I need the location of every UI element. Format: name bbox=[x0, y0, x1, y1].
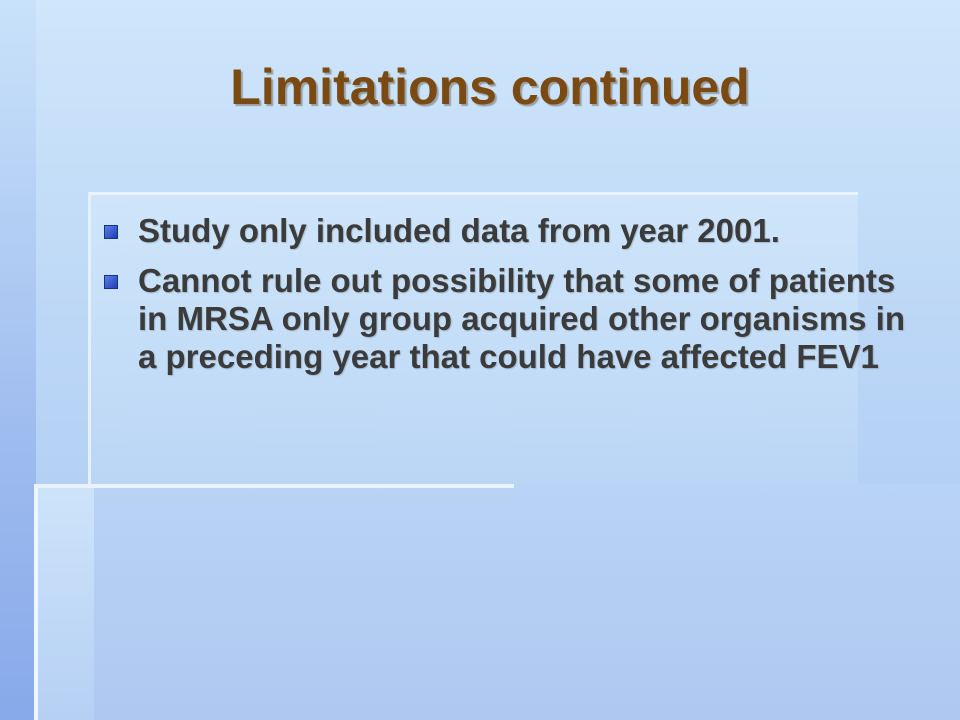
decorative-panel-bottom bbox=[88, 484, 960, 720]
decorative-divider bbox=[34, 484, 514, 488]
bullet-item: Cannot rule out possibility that some of… bbox=[102, 262, 932, 376]
slide-title: Limitations continued bbox=[230, 59, 750, 115]
square-bullet-icon bbox=[104, 275, 118, 289]
bullet-list: Study only included data from year 2001.… bbox=[102, 212, 932, 388]
decorative-panel-content bbox=[88, 192, 858, 487]
decorative-panel-mid bbox=[34, 485, 94, 720]
bullet-text: Study only included data from year 2001. bbox=[138, 212, 780, 249]
bullet-text: Cannot rule out possibility that some of… bbox=[138, 262, 906, 375]
square-bullet-icon bbox=[104, 225, 118, 239]
bullet-item: Study only included data from year 2001. bbox=[102, 212, 932, 250]
decorative-panel-left bbox=[0, 0, 36, 720]
